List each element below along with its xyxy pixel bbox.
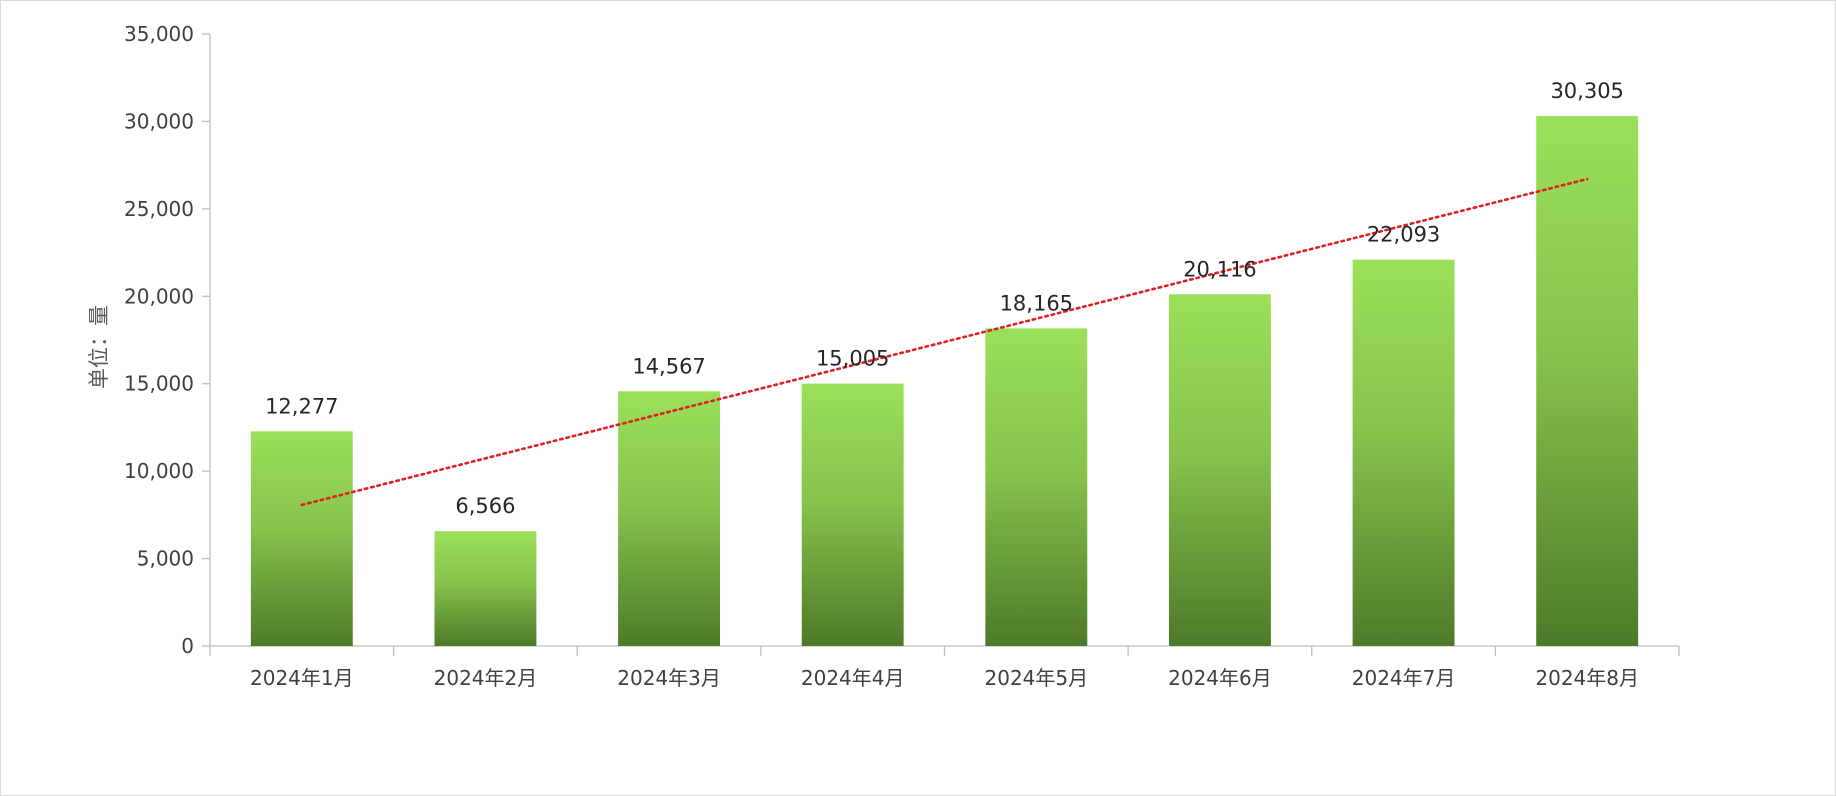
data-label: 12,277 — [265, 394, 338, 418]
bar — [434, 531, 537, 646]
data-label: 15,005 — [816, 347, 889, 371]
bar — [985, 328, 1088, 646]
bar — [618, 391, 721, 646]
x-tick-label: 2024年5月 — [985, 666, 1089, 690]
bars — [250, 116, 1639, 646]
y-tick-label: 25,000 — [124, 197, 194, 221]
x-tick-label: 2024年8月 — [1535, 666, 1639, 690]
y-tick-label: 15,000 — [124, 372, 194, 396]
data-label: 30,305 — [1550, 79, 1623, 103]
x-tick-label: 2024年4月 — [801, 666, 905, 690]
trendline — [300, 177, 1589, 507]
x-axis: 2024年1月 2024年2月 2024年3月 2024年4月 2024年5月 2024年… — [209, 645, 1680, 690]
x-tick-label: 2024年3月 — [617, 666, 721, 690]
x-tick-label: 2024年1月 — [250, 666, 354, 690]
bar — [1352, 259, 1455, 646]
x-tick-label: 2024年2月 — [434, 666, 538, 690]
y-axis-title: 单位：量 — [87, 305, 111, 389]
data-label: 20,116 — [1183, 257, 1256, 281]
y-axis: 0 5,000 10,000 15,000 20,000 25,000 30,000 35,0… — [124, 22, 211, 658]
trendline-group — [300, 177, 1589, 507]
x-tick-label: 2024年6月 — [1168, 666, 1272, 690]
y-tick-label: 10,000 — [124, 459, 194, 483]
bar — [250, 431, 353, 646]
data-labels: 12,277 6,566 14,567 15,005 18,165 20,116 22,09… — [265, 79, 1624, 518]
x-tick-label: 2024年7月 — [1352, 666, 1456, 690]
data-label: 6,566 — [455, 494, 515, 518]
bar — [1168, 294, 1271, 646]
bar — [1536, 116, 1639, 646]
y-tick-label: 0 — [181, 634, 194, 658]
y-tick-label: 35,000 — [124, 22, 194, 46]
y-tick-label: 5,000 — [137, 547, 194, 571]
data-label: 14,567 — [632, 354, 705, 378]
data-label: 18,165 — [1000, 291, 1073, 315]
data-label: 22,093 — [1367, 223, 1440, 247]
y-tick-label: 20,000 — [124, 284, 194, 308]
bar — [801, 383, 904, 646]
y-tick-label: 30,000 — [124, 109, 194, 133]
